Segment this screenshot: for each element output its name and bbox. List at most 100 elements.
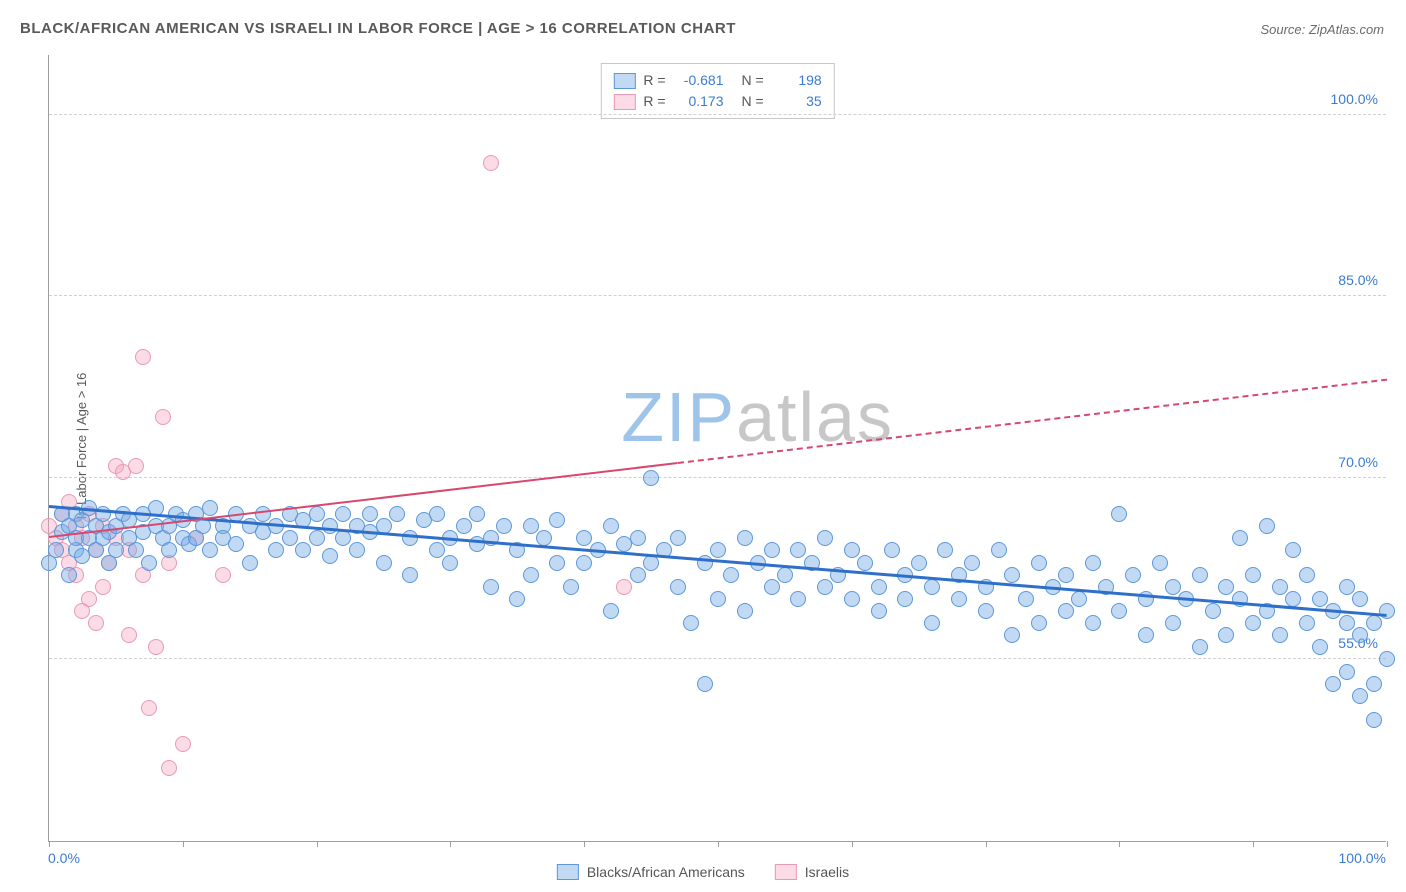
scatter-point [1165, 615, 1181, 631]
x-tick [718, 841, 719, 847]
stat-n-label: N = [742, 70, 764, 91]
scatter-point [282, 530, 298, 546]
legend-bottom: Blacks/African AmericansIsraelis [557, 864, 849, 880]
scatter-point [951, 591, 967, 607]
scatter-point [1379, 651, 1395, 667]
scatter-point [911, 555, 927, 571]
x-tick [1387, 841, 1388, 847]
y-tick-label: 70.0% [1338, 454, 1378, 470]
scatter-point [884, 542, 900, 558]
scatter-point [48, 542, 64, 558]
scatter-point [1071, 591, 1087, 607]
source-label: Source: ZipAtlas.com [1260, 22, 1384, 37]
scatter-point [549, 512, 565, 528]
scatter-point [1058, 567, 1074, 583]
scatter-point [108, 542, 124, 558]
scatter-point [335, 530, 351, 546]
scatter-point [844, 542, 860, 558]
scatter-point [309, 506, 325, 522]
scatter-point [1218, 627, 1234, 643]
scatter-point [844, 591, 860, 607]
scatter-point [483, 579, 499, 595]
scatter-point [429, 542, 445, 558]
scatter-point [1366, 676, 1382, 692]
gridline [49, 658, 1386, 659]
scatter-point [141, 700, 157, 716]
scatter-point [128, 542, 144, 558]
gridline [49, 114, 1386, 115]
scatter-point [1165, 579, 1181, 595]
scatter-point [1192, 639, 1208, 655]
scatter-point [155, 409, 171, 425]
x-tick [183, 841, 184, 847]
stat-n-label: N = [742, 91, 764, 112]
scatter-point [1018, 591, 1034, 607]
scatter-point [603, 518, 619, 534]
scatter-point [1366, 615, 1382, 631]
scatter-point [1352, 627, 1368, 643]
x-tick [317, 841, 318, 847]
scatter-point [1325, 676, 1341, 692]
scatter-point [991, 542, 1007, 558]
scatter-point [1299, 567, 1315, 583]
scatter-point [1232, 530, 1248, 546]
x-tick [852, 841, 853, 847]
scatter-point [1352, 688, 1368, 704]
scatter-point [697, 555, 713, 571]
scatter-point [295, 542, 311, 558]
scatter-point [1272, 579, 1288, 595]
watermark: ZIPatlas [621, 377, 894, 457]
legend-label: Blacks/African Americans [587, 864, 745, 880]
scatter-point [523, 567, 539, 583]
stat-r-value: -0.681 [674, 70, 724, 91]
scatter-point [148, 639, 164, 655]
scatter-point [1004, 627, 1020, 643]
scatter-point [402, 567, 418, 583]
legend-swatch [557, 864, 579, 880]
scatter-point [697, 676, 713, 692]
scatter-point [1366, 712, 1382, 728]
scatter-point [616, 579, 632, 595]
scatter-point [1339, 664, 1355, 680]
scatter-point [630, 530, 646, 546]
scatter-point [710, 542, 726, 558]
scatter-point [483, 155, 499, 171]
scatter-point [1245, 567, 1261, 583]
legend-stats-row: R =-0.681N =198 [613, 70, 821, 91]
legend-swatch [613, 94, 635, 110]
scatter-point [1285, 591, 1301, 607]
scatter-point [1031, 615, 1047, 631]
scatter-point [442, 555, 458, 571]
scatter-point [576, 555, 592, 571]
scatter-point [1085, 615, 1101, 631]
scatter-point [509, 591, 525, 607]
scatter-point [857, 555, 873, 571]
x-label-max: 100.0% [1339, 850, 1386, 866]
scatter-point [1138, 627, 1154, 643]
watermark-post: atlas [736, 378, 894, 456]
scatter-point [1299, 615, 1315, 631]
legend-stats-row: R =0.173N =35 [613, 91, 821, 112]
scatter-point [670, 579, 686, 595]
scatter-point [1004, 567, 1020, 583]
scatter-point [335, 506, 351, 522]
stat-r-label: R = [643, 70, 665, 91]
scatter-point [897, 591, 913, 607]
stat-r-value: 0.173 [674, 91, 724, 112]
scatter-point [402, 530, 418, 546]
scatter-point [309, 530, 325, 546]
scatter-point [496, 518, 512, 534]
scatter-point [141, 555, 157, 571]
scatter-point [643, 470, 659, 486]
scatter-point [817, 530, 833, 546]
scatter-point [924, 615, 940, 631]
scatter-point [202, 500, 218, 516]
x-tick [49, 841, 50, 847]
x-tick [450, 841, 451, 847]
stat-r-label: R = [643, 91, 665, 112]
scatter-point [871, 579, 887, 595]
scatter-point [215, 567, 231, 583]
scatter-point [764, 542, 780, 558]
scatter-point [322, 518, 338, 534]
scatter-point [61, 567, 77, 583]
